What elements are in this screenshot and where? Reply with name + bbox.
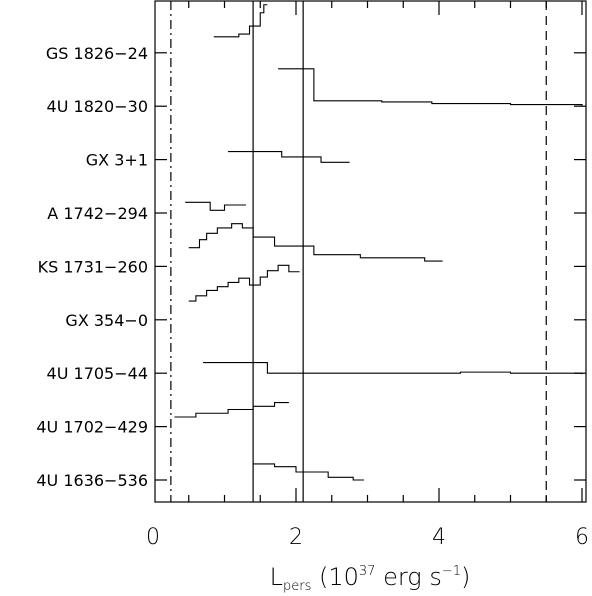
x-tick-label: 2 — [289, 525, 303, 550]
x-tick-label: 6 — [575, 525, 589, 550]
source-label: 4U 1702−429 — [36, 418, 148, 437]
x-tick-label: 4 — [432, 525, 446, 550]
source-label: 4U 1820−30 — [47, 97, 148, 116]
source-label: 4U 1705−44 — [47, 364, 148, 383]
source-label: GX 3+1 — [86, 151, 148, 170]
x-tick-labels: 0 2 4 6 — [146, 525, 589, 550]
series-step-line — [278, 68, 583, 107]
y-tick-marks — [155, 52, 586, 481]
series-step-line — [228, 151, 350, 163]
x-axis-label: Lpers (1037 erg s−1) — [270, 563, 471, 594]
plot-frame — [154, 0, 587, 503]
x-tick-marks — [188, 1, 583, 502]
series-step-line — [174, 402, 289, 418]
series-step-line — [188, 264, 300, 302]
series-step-line — [188, 223, 443, 262]
source-label: GS 1826−24 — [46, 44, 148, 63]
source-label: KS 1731−260 — [38, 257, 148, 276]
source-label: GX 354−0 — [65, 311, 148, 330]
series-step-line — [213, 4, 268, 38]
series-layer — [174, 4, 583, 481]
series-step-line — [253, 463, 364, 481]
source-label: 4U 1636−536 — [36, 471, 148, 490]
series-step-line — [203, 361, 583, 375]
series-step-line — [185, 201, 246, 211]
source-labels: GS 1826−24 4U 1820−30 GX 3+1 A 1742−294 KS 1… — [36, 44, 148, 490]
source-label: A 1742−294 — [47, 204, 148, 223]
reference-lines — [170, 1, 547, 502]
x-tick-label: 0 — [146, 525, 160, 550]
